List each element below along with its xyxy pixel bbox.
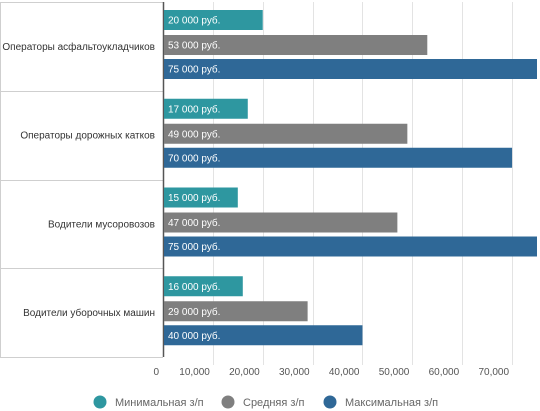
legend-marker	[93, 395, 107, 409]
bar	[164, 325, 363, 346]
bar	[164, 301, 308, 322]
x-tick-label: 20,000	[229, 367, 260, 378]
legend-label: Средняя з/п	[243, 397, 304, 409]
category-label: Операторы дорожных катков	[20, 131, 155, 142]
bar-data-label: 75 000 руб.	[168, 241, 220, 253]
bar-data-label: 75 000 руб.	[168, 64, 220, 76]
bar	[164, 212, 398, 233]
bar-data-label: 15 000 руб.	[168, 192, 220, 204]
category-labels: Операторы асфальтоукладчиков Операторы до…	[2, 41, 155, 319]
bar-data-label: 53 000 руб.	[168, 40, 220, 52]
bar-data-label: 20 000 руб.	[168, 15, 220, 27]
bar	[164, 98, 248, 119]
legend-marker	[323, 395, 337, 409]
category-label: Операторы асфальтоукладчиков	[2, 41, 155, 53]
category-label: Водители мусоровозов	[48, 219, 155, 230]
x-tick-label: 30,000	[279, 367, 310, 378]
bar	[164, 276, 243, 297]
bar-data-label: 47 000 руб.	[168, 217, 220, 229]
x-axis-ticks: 0 10,000 20,000 30,000 40,000 50,000 60,000 70,…	[153, 367, 509, 378]
legend-label: Максимальная з/п	[345, 397, 438, 409]
bar-data-label: 29 000 руб.	[168, 306, 220, 318]
bar-data-label: 40 000 руб.	[168, 330, 220, 342]
bar	[164, 35, 428, 55]
bar-data-label: 17 000 руб.	[168, 103, 220, 115]
bar	[164, 187, 238, 208]
x-tick-label: 70,000	[478, 367, 509, 378]
legend-label: Минимальная з/п	[115, 397, 204, 409]
bars-layer: 20 000 руб. 53 000 руб. 75 000 руб. 17 000 …	[164, 10, 537, 346]
x-tick-label: 40,000	[329, 367, 360, 378]
bar	[164, 236, 537, 257]
x-tick-label: 50,000	[379, 367, 410, 378]
legend-marker	[221, 395, 235, 409]
bar	[164, 10, 263, 30]
legend: Минимальная з/п Средняя з/п Максимальная з…	[93, 395, 438, 409]
x-tick-label: 0	[153, 367, 159, 378]
bar-data-label: 49 000 руб.	[168, 128, 220, 140]
x-tick-label: 60,000	[429, 367, 460, 378]
category-frame	[0, 2, 165, 358]
bar-data-label: 70 000 руб.	[168, 152, 220, 164]
x-tick-label: 10,000	[179, 367, 210, 378]
category-label: Водители уборочных машин	[23, 307, 155, 319]
bar	[164, 147, 513, 168]
bar	[164, 123, 408, 144]
bar	[164, 59, 537, 79]
bar-data-label: 16 000 руб.	[168, 281, 220, 293]
